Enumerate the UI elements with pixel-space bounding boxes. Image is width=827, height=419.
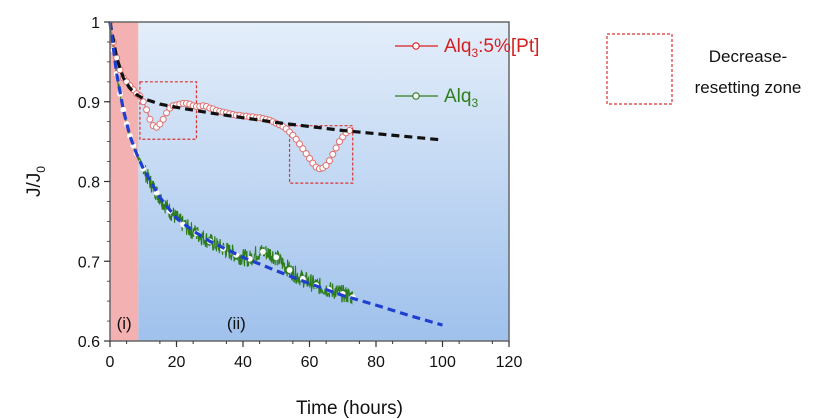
side-legend-box [606,33,673,105]
series-alq3-point [120,106,127,113]
y-axis-title: J/J0 [24,166,48,197]
region-label-ii: (ii) [227,314,246,333]
fit-line-alq3-pt [108,21,443,142]
y-tick-label: 0.9 [78,95,100,112]
side-legend: Decrease- resetting zone [606,33,802,105]
series-alq3-point [273,254,280,261]
x-tick-label: 80 [367,354,385,371]
region-labels: (i) (ii) [117,314,246,333]
series-alq3-pt-point [143,106,151,114]
x-tick-label: 20 [168,354,186,371]
series-alq3-line [110,22,354,305]
x-tick-label: 100 [429,354,456,371]
x-axis-title: Time (hours) [296,398,403,419]
x-tick-label: 40 [234,354,252,371]
x-tick-label: 60 [301,354,319,371]
x-tick-label: 0 [106,354,115,371]
y-tick-label: 0.6 [78,334,100,351]
region-i-background [110,22,139,341]
legend-entry-alq3-marker [412,92,420,100]
series-alq3-pt-point [329,150,337,158]
legend-entry-alq3-pt-marker [412,42,420,50]
series-alq3-pt-point [325,157,333,165]
series-alq3-point [260,248,266,255]
series-alq3-pt-point [299,145,307,153]
y-tick-label: 0.8 [78,175,100,192]
x-tick-label: 120 [496,354,523,371]
y-tick-label: 0.7 [78,254,100,271]
annotation-box-1 [139,81,198,140]
series-alq3-pt-point [332,144,340,152]
fit-line-alq3 [108,21,443,327]
legend: Alq3:5%[Pt] Alq3 [395,36,539,110]
series-alq3-pt-point [139,98,147,106]
series-alq3-pt-point [296,140,304,148]
annotation-boxes [139,81,354,184]
legend-entry-alq3-label: Alq3 [444,86,478,110]
series-alq3-pt-point [292,135,300,143]
series-alq3-pt-point [159,115,167,123]
y-axis-title-sub: 0 [34,166,48,173]
fits-layer [108,21,443,327]
region-ii-background [138,22,509,341]
axes: 0 20 40 60 80 100 120 0.6 0.7 0.8 0.9 1 [78,15,523,371]
series-alq3-pt-point [306,154,313,162]
series-alq3-pt-point [163,109,171,117]
series-alq3-pt-point [146,115,154,123]
series-alq3-pt-point [302,150,310,158]
y-tick-label: 1 [91,15,100,32]
legend-entry-alq3-pt-label: Alq3:5%[Pt] [444,36,539,60]
y-axis-title-main: J/J [24,173,45,197]
side-legend-line2: resetting zone [695,78,802,97]
region-label-i: (i) [117,314,132,333]
series-alq3-point [286,267,293,273]
series-alq3-pt-point [156,120,164,128]
annotation-box-2 [288,125,354,184]
series-alq3-pt-point [335,138,343,146]
series-alq3-pt-point [322,162,330,170]
side-legend-line1: Decrease- [709,47,787,66]
